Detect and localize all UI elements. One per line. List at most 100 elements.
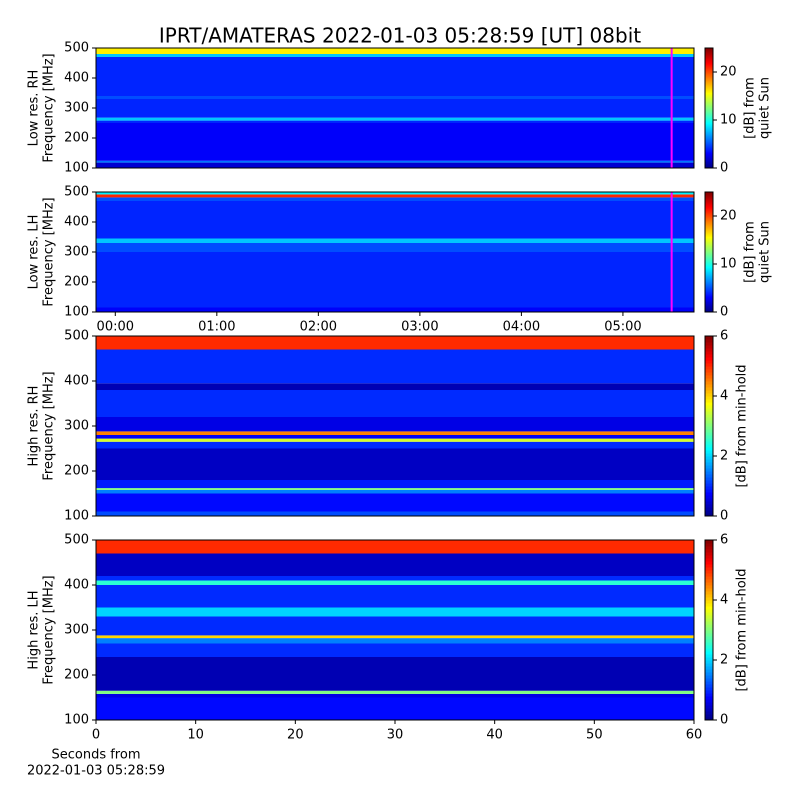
colorbar-step (705, 140, 713, 143)
colorbar-step (705, 306, 713, 309)
colorbar-step (705, 507, 713, 511)
heat-cell (96, 252, 694, 308)
colorbar-step (705, 591, 713, 595)
colorbar-step (705, 136, 713, 139)
colorbar-step (705, 450, 713, 454)
colorbar-step (705, 288, 713, 291)
heat-cell (96, 607, 694, 617)
colorbar-step (705, 72, 713, 75)
heat-cell (96, 480, 694, 489)
heat-cell (96, 697, 694, 720)
y-tick-label: 300 (64, 623, 89, 638)
colorbar-step (705, 118, 713, 121)
colorbar-step (705, 206, 713, 209)
colorbar-step (705, 234, 713, 237)
colorbar-step (705, 474, 713, 478)
colorbar-step (705, 480, 713, 484)
colorbar-step (705, 639, 713, 643)
colorbar-step (705, 342, 713, 346)
colorbar-step (705, 148, 713, 151)
x-tick-label: 05:00 (604, 320, 641, 335)
colorbar-step (705, 471, 713, 475)
colorbar-step (705, 192, 713, 195)
y-axis-label: Low res. LH (27, 215, 42, 290)
colorbar-step (705, 58, 713, 61)
colorbar-step (705, 624, 713, 628)
colorbar-step (705, 351, 713, 355)
colorbar-step (705, 609, 713, 613)
colorbar-step (705, 300, 713, 303)
colorbar-step (705, 62, 713, 65)
colorbar-step (705, 150, 713, 153)
colorbar-step (705, 690, 713, 694)
colorbar-step (705, 102, 713, 105)
heat-cell (96, 238, 694, 243)
colorbar-step (705, 308, 713, 311)
heat-cell (96, 643, 694, 657)
colorbar-step (705, 278, 713, 281)
colorbar-step (705, 284, 713, 287)
colorbar-step (705, 498, 713, 502)
colorbar-step (705, 142, 713, 145)
colorbar-step (705, 600, 713, 604)
colorbar-step (705, 214, 713, 217)
colorbar-step (705, 444, 713, 448)
colorbar-step (705, 154, 713, 157)
y-tick-label: 500 (64, 41, 89, 56)
colorbar-step (705, 146, 713, 149)
colorbar-step (705, 669, 713, 673)
x-tick-label: 04:00 (503, 320, 540, 335)
colorbar-step (705, 250, 713, 253)
colorbar-step (705, 268, 713, 271)
heat-cell (96, 493, 694, 512)
heat-cell (96, 585, 694, 608)
y-axis-label: Frequency [MHz] (42, 575, 57, 684)
colorbar-step (705, 130, 713, 133)
colorbar-step (705, 258, 713, 261)
colorbar-step (705, 513, 713, 517)
colorbar-step (705, 138, 713, 141)
colorbar-step (705, 216, 713, 219)
colorbar-step (705, 286, 713, 289)
heat-cell (96, 693, 694, 698)
colorbar-step (705, 417, 713, 421)
colorbar-step (705, 302, 713, 305)
colorbar-step (705, 642, 713, 646)
colorbar-step (705, 633, 713, 637)
colorbar-step (705, 266, 713, 269)
colorbar-step (705, 348, 713, 352)
heat-cell (96, 435, 694, 439)
colorbar-step (705, 96, 713, 99)
x-tick-label: 60 (686, 728, 703, 743)
colorbar-step (705, 242, 713, 245)
x-tick-label: 02:00 (300, 320, 337, 335)
colorbar-tick-label: 2 (720, 449, 728, 464)
heat-cell (96, 201, 694, 239)
colorbar-step (705, 82, 713, 85)
colorbar-step (705, 630, 713, 634)
colorbar-step (705, 280, 713, 283)
colorbar-label: quiet Sun (758, 77, 773, 139)
colorbar-step (705, 585, 713, 589)
colorbar-step (705, 603, 713, 607)
colorbar-frame (704, 191, 714, 313)
colorbar-step (705, 162, 713, 165)
y-tick-label: 500 (64, 329, 89, 344)
colorbar-step (705, 60, 713, 63)
heat-cell (96, 441, 694, 449)
colorbar-step (705, 579, 713, 583)
heat-cell (96, 390, 694, 417)
colorbar-tick-label: 4 (720, 593, 728, 608)
colorbar-step (705, 684, 713, 688)
colorbar-step (705, 576, 713, 580)
heat-cell (96, 54, 694, 57)
y-tick-label: 400 (64, 71, 89, 86)
heat-cell (96, 489, 694, 494)
colorbar-step (705, 160, 713, 163)
colorbar-step (705, 108, 713, 111)
y-axis-label: Frequency [MHz] (42, 197, 57, 306)
colorbar-step (705, 681, 713, 685)
colorbar-step (705, 110, 713, 113)
heat-cell (96, 448, 694, 480)
colorbar-step (705, 459, 713, 463)
